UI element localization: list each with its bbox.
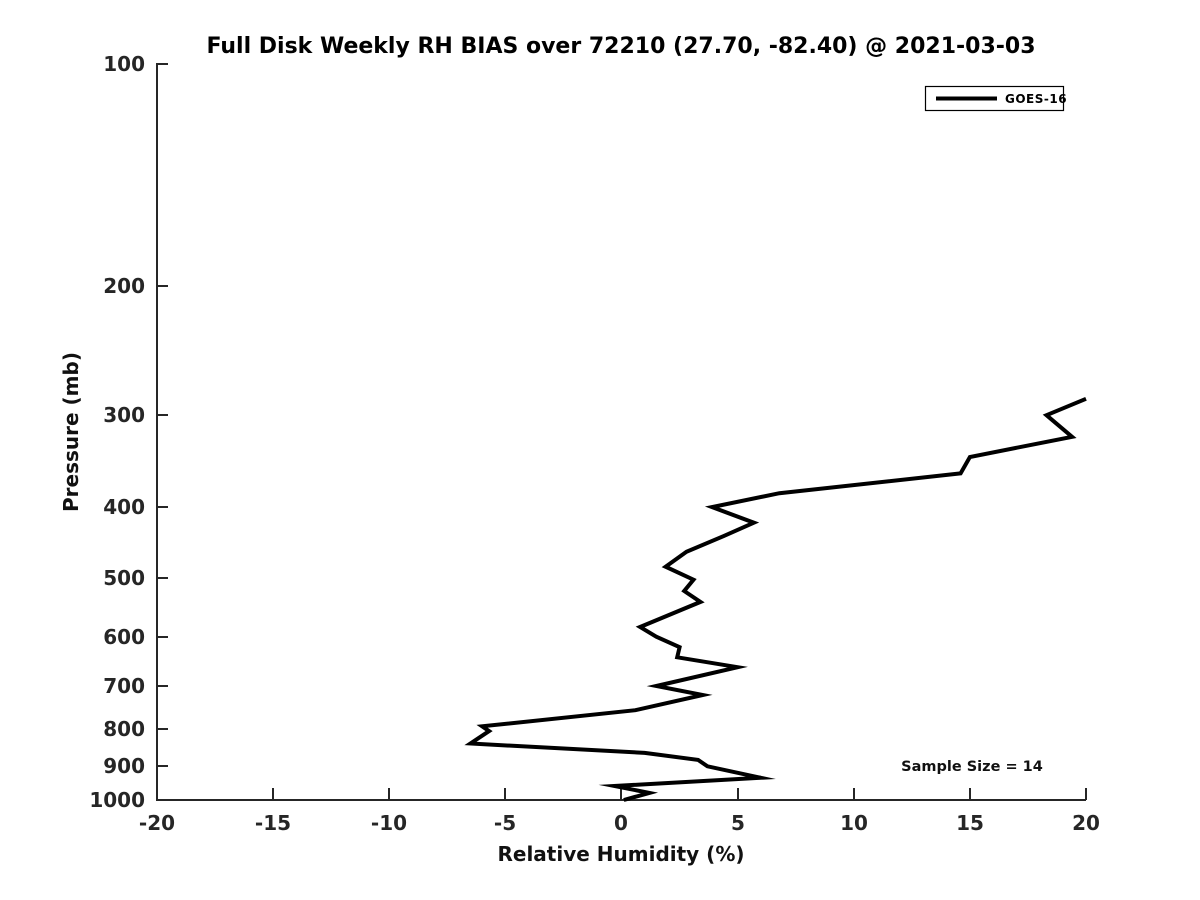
y-tick-label: 1000	[89, 788, 145, 812]
y-tick-labels: 100 200 300 400 500 600 700 800 900 1000	[89, 52, 145, 812]
x-tick-label: 15	[956, 811, 984, 835]
y-tick-label: 800	[103, 717, 145, 741]
x-tick-label: -5	[494, 811, 516, 835]
x-tick-label: 5	[731, 811, 745, 835]
y-tick-label: 200	[103, 274, 145, 298]
x-tick-label: 20	[1072, 811, 1100, 835]
y-tick-label: 600	[103, 625, 145, 649]
goes16-bias-line	[464, 396, 1087, 802]
x-tick-label: 10	[840, 811, 868, 835]
x-tick-label: 0	[614, 811, 628, 835]
x-tick-label: -10	[371, 811, 407, 835]
y-tick-label: 700	[103, 674, 145, 698]
y-tick-label: 500	[103, 566, 145, 590]
legend: GOES-16	[924, 85, 1067, 112]
y-tick-label: 100	[103, 52, 145, 76]
x-tick-labels: -20 -15 -10 -5 0 5 10 15 20	[139, 811, 1100, 835]
sample-size-annotation: Sample Size = 14	[901, 759, 1043, 775]
x-tick-label: -15	[255, 811, 291, 835]
y-tick-label: 400	[103, 495, 145, 519]
chart-title: Full Disk Weekly RH BIAS over 72210 (27.…	[206, 34, 1035, 59]
x-axis-title: Relative Humidity (%)	[497, 842, 744, 866]
x-tick-marks	[156, 788, 1087, 800]
y-tick-label: 300	[103, 403, 145, 427]
y-tick-marks	[157, 63, 168, 801]
y-tick-label: 900	[103, 754, 145, 778]
x-tick-label: -20	[139, 811, 175, 835]
y-axis-title: Pressure (mb)	[59, 352, 83, 512]
legend-entry-label: GOES-16	[1005, 92, 1067, 106]
